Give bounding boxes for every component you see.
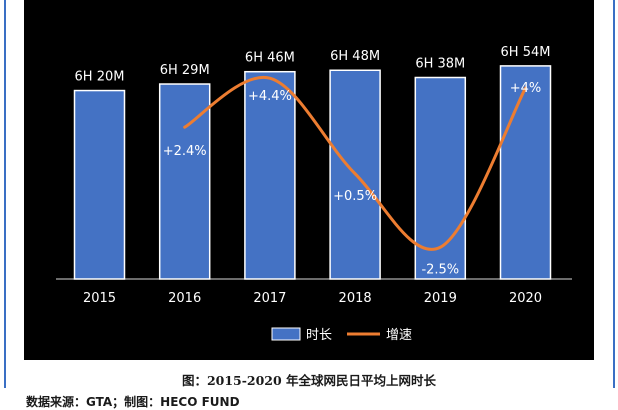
bar-2020 xyxy=(499,65,552,280)
bar-label-2020: 6H 54M xyxy=(501,45,551,60)
chart-panel: 6H 20M 6H 29M 6H 46M 6H 48M 6H 38M 6H 54M 2015… xyxy=(24,0,594,360)
right-border-rule xyxy=(613,0,615,388)
bar-2017 xyxy=(244,70,296,280)
x-tick-2017: 2017 xyxy=(253,291,286,306)
data-source-note: 数据来源：GTA；制图：HECO FUND xyxy=(26,395,240,409)
figure-caption: 图：2015-2020 年全球网民日平均上网时长 xyxy=(181,373,437,388)
growth-label-2019: -2.5% xyxy=(421,262,459,277)
chart-svg: 6H 20M 6H 29M 6H 46M 6H 48M 6H 38M 6H 54M 2015… xyxy=(56,45,572,343)
x-tick-2018: 2018 xyxy=(339,291,372,306)
growth-label-2016: +2.4% xyxy=(163,144,207,159)
x-tick-2016: 2016 xyxy=(168,291,201,306)
x-tick-2015: 2015 xyxy=(83,291,116,306)
growth-line xyxy=(183,75,527,251)
x-tick-2019: 2019 xyxy=(424,291,457,306)
bar-label-2019: 6H 38M xyxy=(415,56,465,71)
growth-label-2020: +4% xyxy=(510,81,542,96)
bar-label-2017: 6H 46M xyxy=(245,51,295,66)
legend-label-duration: 时长 xyxy=(306,328,332,343)
legend-swatch-duration xyxy=(271,327,301,341)
growth-label-2017: +4.4% xyxy=(248,89,292,104)
bar-2015 xyxy=(73,89,126,280)
legend-label-growth: 增速 xyxy=(386,328,412,343)
bar-label-2016: 6H 29M xyxy=(160,63,210,78)
left-border-rule xyxy=(4,0,6,388)
bar-2019 xyxy=(414,76,467,280)
bar-label-2018: 6H 48M xyxy=(330,49,380,64)
bar-2016 xyxy=(158,83,211,280)
x-tick-2020: 2020 xyxy=(509,291,542,306)
growth-label-2018: +0.5% xyxy=(333,189,377,204)
bar-label-2015: 6H 20M xyxy=(75,70,125,85)
